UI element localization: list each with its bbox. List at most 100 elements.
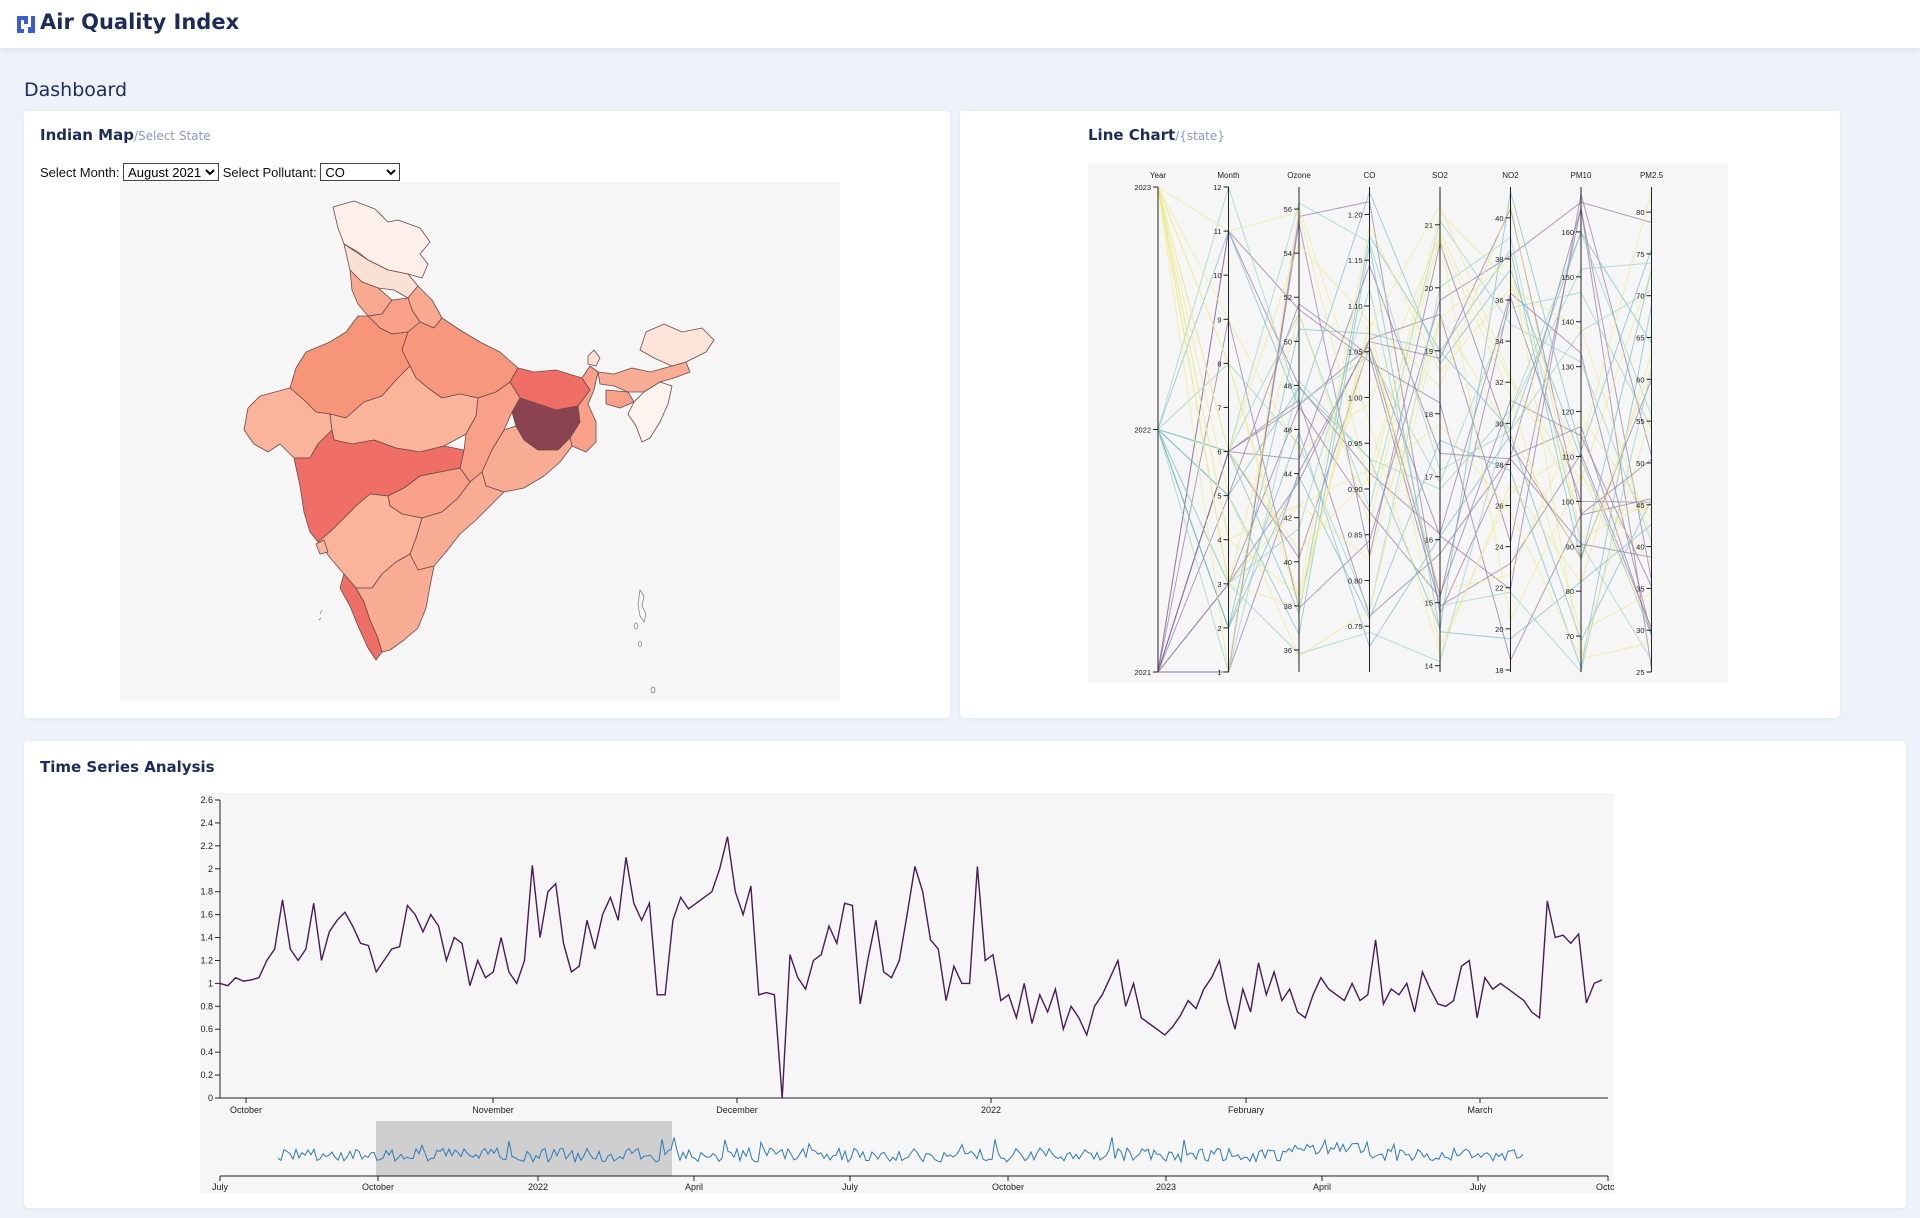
pc-record-line	[1157, 186, 1652, 673]
pc-axis-title: NO2	[1502, 171, 1519, 180]
parallel-plot-area: Year 2021 2022 2023 Month 1 2 3 4 5 6 7 8 9 10 11 12 Ozon…	[1088, 163, 1728, 683]
brush-selection[interactable]	[376, 1121, 672, 1176]
pc-tick-label: 30	[1636, 626, 1644, 635]
pc-record-line	[1157, 263, 1652, 673]
islands-lakshadweep	[318, 609, 323, 621]
state-andhra-pradesh[interactable]	[409, 471, 505, 571]
pc-tick-label: 1	[1217, 668, 1221, 677]
pc-axis-title: SO2	[1432, 171, 1449, 180]
pc-tick-label: 3	[1217, 580, 1221, 589]
pc-axis-title: Ozone	[1287, 171, 1311, 180]
pc-tick-label: 2023	[1134, 183, 1151, 192]
map-controls: Select Month: August 2021 Select Polluta…	[40, 163, 401, 181]
logo-icon	[17, 16, 35, 33]
ts-x-tick-label: October	[230, 1105, 262, 1115]
ts-y-tick-label: 2.6	[200, 795, 213, 805]
pc-tick-label: 120	[1561, 408, 1574, 417]
islands-small-1	[633, 622, 639, 630]
pc-tick-label: 80	[1566, 587, 1574, 596]
pc-record-line	[1157, 288, 1652, 673]
pc-record-line	[1157, 186, 1652, 649]
state-jammu-kashmir[interactable]	[332, 200, 431, 279]
pc-record-line	[1157, 344, 1652, 673]
pc-record-line	[1157, 229, 1652, 673]
pc-tick-label: 56	[1284, 205, 1292, 214]
brush-x-tick-label: October	[992, 1182, 1024, 1192]
pc-record-line	[1157, 399, 1652, 673]
islands-small-2	[638, 641, 642, 647]
pc-tick-label: 50	[1284, 337, 1292, 346]
pc-tick-label: 25	[1636, 668, 1644, 677]
ts-y-tick-label: 0.8	[200, 1001, 213, 1011]
state-sikkim[interactable]	[587, 349, 601, 367]
ts-x-tick-label: February	[1228, 1105, 1265, 1115]
pc-axis: Year 2021 2022 2023	[1134, 171, 1166, 677]
pc-tick-label: 20	[1425, 284, 1433, 293]
pc-tick-label: 21	[1425, 221, 1433, 230]
pc-axis-title: PM2.5	[1640, 171, 1664, 180]
pc-tick-label: 11	[1214, 227, 1222, 236]
islands-andaman	[637, 589, 647, 623]
pc-axis-title: PM10	[1571, 171, 1592, 180]
pc-tick-label: 18	[1495, 666, 1503, 675]
state-tamil-nadu[interactable]	[355, 553, 435, 653]
state-west-bengal[interactable]	[569, 365, 599, 453]
pc-tick-label: 38	[1284, 602, 1292, 611]
pc-record-line	[1157, 207, 1652, 673]
pc-tick-label: 52	[1284, 293, 1292, 302]
pc-record-line	[1157, 186, 1652, 584]
pc-tick-label: 10	[1213, 271, 1221, 280]
pc-tick-label: 0.75	[1348, 622, 1363, 631]
state-meghalaya[interactable]	[605, 389, 635, 409]
pc-tick-label: 0.90	[1348, 485, 1363, 494]
state-arunachal[interactable]	[639, 323, 715, 367]
pc-record-line	[1157, 190, 1652, 636]
state-northeast-south[interactable]	[627, 381, 673, 443]
month-label: Select Month:	[40, 165, 120, 180]
pc-tick-label: 36	[1495, 296, 1503, 305]
pc-tick-label: 19	[1425, 347, 1433, 356]
pc-tick-label: 130	[1561, 363, 1574, 372]
pc-record-line	[1157, 186, 1652, 608]
state-assam[interactable]	[597, 361, 691, 393]
pc-tick-label: 50	[1636, 459, 1644, 468]
pc-tick-label: 9	[1217, 315, 1221, 324]
pc-tick-label: 0.80	[1348, 576, 1363, 585]
ts-card-title: Time Series Analysis	[40, 758, 215, 776]
time-series-chart: 0 0.2 0.4 0.6 0.8 1 1.2 1.4 1.6 1.8 2 2.2 2.4 2.6 Octo…	[200, 795, 1620, 1192]
pc-tick-label: 24	[1495, 543, 1503, 552]
pc-tick-label: 160	[1561, 228, 1574, 237]
pc-tick-label: 70	[1566, 632, 1574, 641]
pc-axis: CO 0.75 0.80 0.85 0.90 0.95 1.00 1.05 1.10 1.15 1.…	[1348, 171, 1376, 672]
pc-tick-label: 40	[1495, 214, 1503, 223]
state-goa[interactable]	[315, 539, 329, 555]
pc-tick-label: 18	[1425, 410, 1433, 419]
pc-tick-label: 28	[1495, 460, 1503, 469]
pc-tick-label: 34	[1495, 337, 1503, 346]
pc-tick-label: 6	[1217, 448, 1221, 457]
pc-tick-label: 70	[1636, 292, 1644, 301]
pc-tick-label: 110	[1562, 452, 1574, 461]
pc-tick-label: 35	[1636, 584, 1644, 593]
pc-tick-label: 1.20	[1348, 210, 1363, 219]
pc-record-line	[1157, 193, 1652, 673]
month-select[interactable]: August 2021	[123, 163, 220, 181]
pc-record-line	[1157, 186, 1652, 596]
pc-axis: NO2 18 20 22 24 26 28 30 32 34 36 38 40	[1495, 171, 1519, 675]
pc-tick-label: 36	[1284, 646, 1292, 655]
pc-axis: PM2.5 25 30 35 40 45 50 55 60 65 70 75 80	[1636, 171, 1663, 677]
pc-tick-label: 48	[1284, 381, 1292, 390]
pc-tick-label: 38	[1495, 255, 1503, 264]
pc-record-line	[1157, 303, 1652, 673]
pc-tick-label: 45	[1636, 501, 1644, 510]
pc-record-line	[1157, 231, 1652, 674]
pc-tick-label: 40	[1636, 543, 1644, 552]
pc-tick-label: 1.15	[1348, 256, 1363, 265]
pc-tick-label: 5	[1217, 492, 1221, 501]
pc-axis: Ozone 36 38 40 42 44 46 48 50 52 54 56	[1284, 171, 1311, 672]
islands-small-3	[650, 686, 656, 694]
pc-tick-label: 20	[1495, 625, 1503, 634]
pc-record-line	[1157, 185, 1652, 484]
pollutant-select[interactable]: CO	[320, 163, 401, 181]
